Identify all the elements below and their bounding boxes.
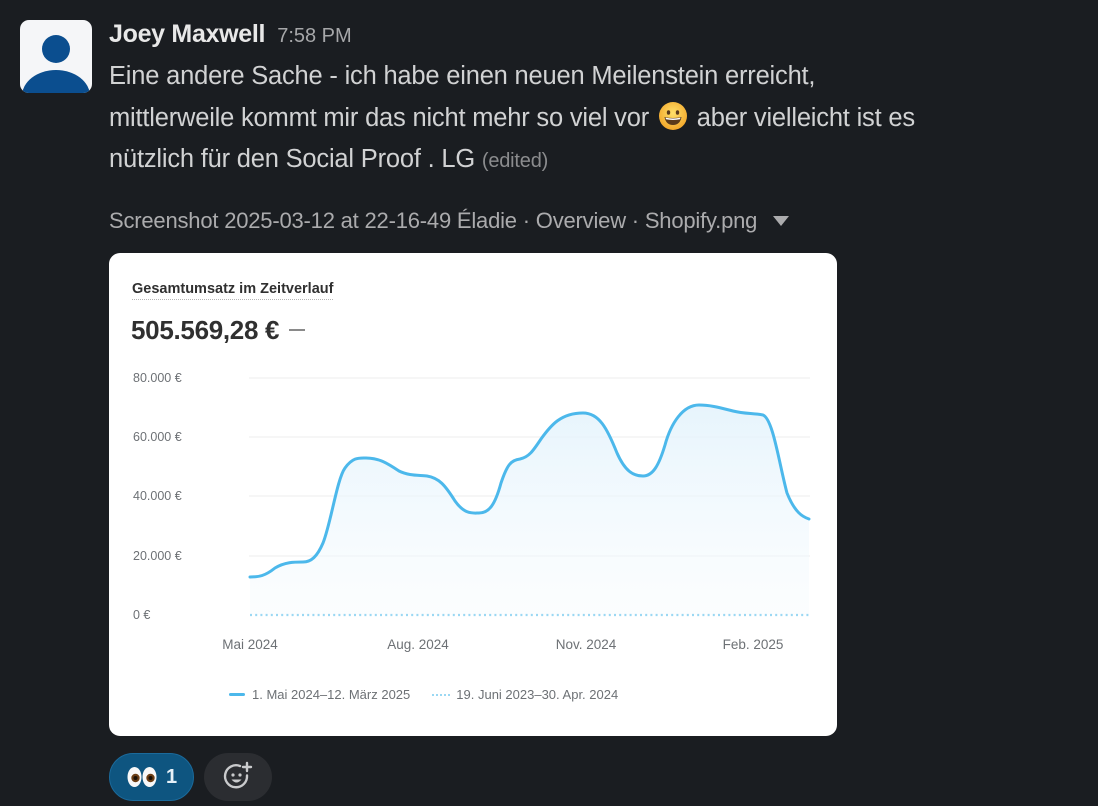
message-text: nützlich für den Social Proof . LG [109, 145, 482, 173]
legend-label: 19. Juni 2023–30. Apr. 2024 [456, 687, 619, 702]
message-line-2: mittlerweile kommt mir das nicht mehr so… [109, 98, 1089, 140]
reaction-eyes[interactable]: 1 [109, 753, 195, 801]
message-text: mittlerweile kommt mir das nicht mehr so… [109, 103, 656, 132]
reaction-count: 1 [166, 765, 178, 788]
y-tick: 20.000 € [133, 549, 182, 563]
image-attachment[interactable]: Gesamtumsatz im Zeitverlauf 505.569,28 €… [109, 253, 837, 736]
message-header: Joey Maxwell 7:58 PM [109, 20, 1089, 56]
y-tick: 80.000 € [133, 371, 182, 385]
edited-label: (edited) [481, 150, 549, 172]
sender-name[interactable]: Joey Maxwell [109, 20, 266, 48]
grinning-face-emoji-icon [658, 101, 688, 131]
change-indicator [289, 329, 306, 331]
solid-line-swatch-icon [229, 693, 245, 696]
timestamp[interactable]: 7:58 PM [277, 25, 352, 47]
chart-legend: 1. Mai 2024–12. März 2025 19. Juni 2023–… [229, 687, 640, 702]
attachment-file-name[interactable]: Screenshot 2025-03-12 at 22-16-49 Éladie… [109, 208, 758, 233]
chart-total: 505.569,28 € [131, 315, 306, 346]
x-tick: Nov. 2024 [555, 637, 617, 652]
reactions-bar: 1 [109, 753, 273, 801]
message-body: Eine andere Sache - ich habe einen neuen… [109, 56, 1089, 183]
total-value: 505.569,28 € [131, 315, 280, 345]
x-tick: Feb. 2025 [722, 637, 784, 652]
add-reaction-button[interactable] [204, 753, 273, 801]
x-tick: Mai 2024 [222, 637, 278, 652]
area-fill [250, 405, 809, 615]
avatar[interactable] [20, 20, 92, 93]
message-line-1: Eine andere Sache - ich habe einen neuen… [109, 62, 816, 90]
legend-item-current[interactable]: 1. Mai 2024–12. März 2025 [229, 687, 410, 702]
message: Joey Maxwell 7:58 PM Eine andere Sache -… [109, 20, 1089, 183]
message-text: aber vielleicht ist es [689, 103, 915, 132]
y-tick: 0 € [133, 608, 151, 622]
primary-series-line [248, 403, 811, 579]
y-tick: 40.000 € [133, 489, 182, 503]
y-tick: 60.000 € [133, 430, 182, 444]
caret-down-icon[interactable] [773, 216, 790, 226]
legend-label: 1. Mai 2024–12. März 2025 [252, 687, 411, 702]
eyes-emoji-icon [127, 767, 157, 787]
user-silhouette-icon [22, 35, 90, 93]
message-line-3: nützlich für den Social Proof . LG (edit… [109, 139, 1089, 183]
add-emoji-icon [223, 761, 253, 789]
attachment-header: Screenshot 2025-03-12 at 22-16-49 Éladie… [109, 204, 790, 238]
legend-item-comparison[interactable]: 19. Juni 2023–30. Apr. 2024 [432, 687, 618, 702]
x-tick: Aug. 2024 [387, 637, 449, 652]
dotted-line-swatch-icon [432, 693, 451, 696]
chart-title: Gesamtumsatz im Zeitverlauf [132, 281, 334, 300]
line-chart [248, 377, 811, 617]
